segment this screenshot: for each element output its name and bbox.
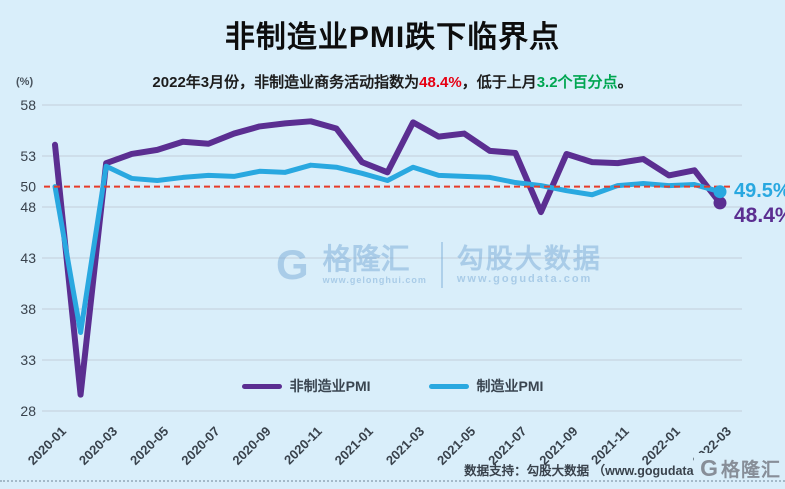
chart-subtitle: 2022年3月份，非制造业商务活动指数为48.4%，低于上月3.2个百分点。 xyxy=(0,71,785,92)
data-source-credit: 数据支持：勾股大数据 （www.gogudata. xyxy=(464,464,697,478)
subtitle-suffix: 。 xyxy=(617,74,633,91)
subtitle-red-value: 48.4% xyxy=(419,74,462,91)
gelonghui-logo-text: 格隆汇 xyxy=(720,460,781,481)
legend-label: 制造业PMI xyxy=(476,378,544,394)
svg-text:53: 53 xyxy=(20,148,36,164)
non-manufacturing-line-swatch xyxy=(241,383,282,389)
svg-text:48: 48 xyxy=(20,199,36,215)
svg-text:2020-03: 2020-03 xyxy=(76,424,120,468)
gelonghui-g-icon: G xyxy=(700,455,718,481)
chart-legend: 非制造业PMI 制造业PMI xyxy=(0,376,785,396)
bottom-dotted-divider xyxy=(0,480,785,482)
svg-text:2020-05: 2020-05 xyxy=(127,424,171,468)
subtitle-middle: ，低于上月 xyxy=(461,74,537,91)
subtitle-prefix: 2022年3月份，非制造业商务活动指数为 xyxy=(152,74,420,91)
svg-text:2020-01: 2020-01 xyxy=(25,424,69,468)
page-title: 非制造业PMI跌下临界点 xyxy=(224,21,561,54)
legend-item-non-manufacturing: 非制造业PMI xyxy=(241,376,371,396)
svg-text:2020-07: 2020-07 xyxy=(178,424,222,468)
legend-item-manufacturing: 制造业PMI xyxy=(428,376,544,396)
svg-text:33: 33 xyxy=(20,352,36,368)
svg-text:38: 38 xyxy=(20,301,36,317)
manufacturing-line-swatch xyxy=(428,383,469,389)
legend-label: 非制造业PMI xyxy=(289,378,371,394)
svg-text:50: 50 xyxy=(20,179,36,195)
svg-text:2021-03: 2021-03 xyxy=(383,424,427,468)
gelonghui-footer-logo: G 格隆汇 xyxy=(694,453,783,484)
end-value-non-manufacturing: 48.4% xyxy=(734,204,785,227)
svg-text:28: 28 xyxy=(20,403,36,419)
svg-text:58: 58 xyxy=(20,97,36,113)
svg-text:2020-09: 2020-09 xyxy=(229,424,273,468)
svg-text:2021-01: 2021-01 xyxy=(332,424,376,468)
subtitle-green-value: 3.2个百分点 xyxy=(536,74,618,91)
svg-text:43: 43 xyxy=(20,250,36,266)
y-axis-unit-label: (%) xyxy=(16,76,34,88)
end-value-manufacturing: 49.5% xyxy=(734,180,785,202)
svg-text:2020-11: 2020-11 xyxy=(281,424,325,468)
